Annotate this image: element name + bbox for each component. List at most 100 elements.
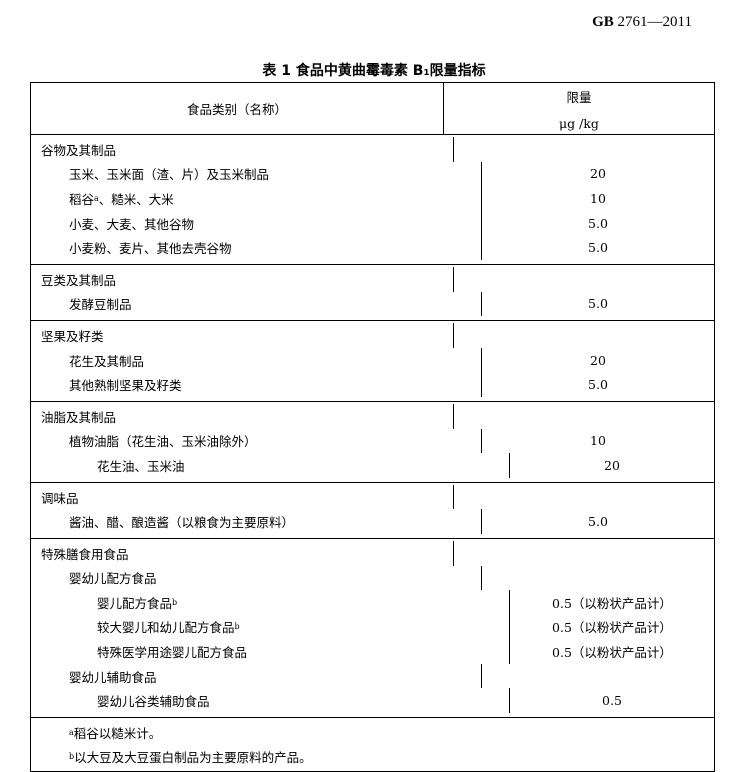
limit-value: 5.0 — [588, 377, 608, 393]
limit-value: 0.5 — [602, 693, 622, 709]
table-row: 婴幼儿配方食品 — [31, 565, 714, 591]
category-name: 植物油脂（花生油、玉米油除外） — [69, 434, 257, 450]
category-name: 特殊膳食用食品 — [41, 546, 129, 562]
table-row: 小麦、大麦、其他谷物 5.0 — [31, 210, 714, 236]
limit-value — [454, 404, 714, 429]
limit-value — [454, 541, 714, 566]
table-group: 谷物及其制品玉米、玉米面（渣、片）及玉米制品 20 稻谷 a 、糙米、大米 10 小麦、大麦… — [31, 135, 714, 265]
limits-table: 食品类别（名称） 限量 μg /kg 谷物及其制品玉米、玉米面（渣、片）及玉米制… — [30, 82, 715, 772]
limit-value: 20 — [604, 457, 620, 473]
footnotes: a 稻谷以糙米计。 b 以大豆及大豆蛋白制品为主要原料的产品。 — [31, 718, 714, 771]
table-row: 植物油脂（花生油、玉米油除外） 10 — [31, 428, 714, 454]
category-name: 小麦、大麦、其他谷物 — [69, 216, 195, 232]
category-cell: 发酵豆制品 — [31, 291, 482, 317]
limit-value: 5.0 — [588, 240, 608, 256]
limit-value: 0.5（以粉状产品计） — [552, 645, 672, 661]
footnote: b 以大豆及大豆蛋白制品为主要原料的产品。 — [69, 745, 714, 770]
table-group: 油脂及其制品植物油脂（花生油、玉米油除外） 10 花生油、玉米油 20 — [31, 402, 714, 483]
footnote-mark: b — [234, 622, 240, 632]
table-row: 豆类及其制品 — [31, 266, 714, 292]
category-name: 坚果及籽类 — [41, 328, 104, 344]
table-row: 花生及其制品 20 — [31, 347, 714, 373]
limit-value: 5.0 — [588, 514, 608, 530]
category-name: 婴幼儿配方食品 — [69, 571, 157, 587]
table-row: 特殊医学用途婴儿配方食品 0.5（以粉状产品计） — [31, 639, 714, 664]
category-cell: 特殊医学用途婴儿配方食品 — [31, 639, 510, 664]
table-group: 豆类及其制品发酵豆制品 5.0 — [31, 265, 714, 322]
footnote-mark: b — [172, 597, 178, 607]
table-group: 调味品酱油、醋、酿造酱（以粮食为主要原料） 5.0 — [31, 483, 714, 539]
limit-value: 20 — [590, 166, 606, 182]
category-cell: 稻谷 a 、糙米、大米 — [31, 186, 482, 211]
table-row: 较大婴儿和幼儿配方食品 b 0.5（以粉状产品计） — [31, 614, 714, 640]
limit-value — [454, 137, 714, 162]
table-row: 花生油、玉米油 20 — [31, 453, 714, 478]
category-cell: 其他熟制坚果及籽类 — [31, 372, 482, 397]
category-cell: 玉米、玉米面（渣、片）及玉米制品 — [31, 161, 482, 187]
table-row: 其他熟制坚果及籽类 5.0 — [31, 372, 714, 397]
table-row: 谷物及其制品 — [31, 137, 714, 162]
table-row: 酱油、醋、酿造酱（以粮食为主要原料） 5.0 — [31, 509, 714, 534]
category-cell: 豆类及其制品 — [31, 266, 454, 292]
table-header: 食品类别（名称） 限量 μg /kg — [31, 83, 714, 135]
limit-value — [482, 566, 714, 591]
category-cell: 婴幼儿配方食品 — [31, 565, 482, 591]
category-cell: 油脂及其制品 — [31, 403, 454, 429]
limit-value: 20 — [590, 352, 606, 368]
category-name: 小麦粉、麦片、其他去壳谷物 — [69, 241, 232, 257]
limit-value: 10 — [590, 433, 606, 449]
limit-value — [454, 323, 714, 348]
category-cell: 婴儿配方食品 b — [31, 590, 510, 615]
category-name: 婴幼儿辅助食品 — [69, 669, 157, 685]
category-cell: 花生及其制品 — [31, 347, 482, 373]
limit-value: 5.0 — [588, 215, 608, 231]
category-name: 酱油、醋、酿造酱（以粮食为主要原料） — [69, 515, 295, 531]
category-name-cont: 、糙米、大米 — [98, 191, 174, 207]
table-row: 玉米、玉米面（渣、片）及玉米制品 20 — [31, 161, 714, 187]
footnote-mark: a — [94, 193, 99, 203]
category-cell: 较大婴儿和幼儿配方食品 b — [31, 614, 510, 640]
table-row: 婴幼儿辅助食品 — [31, 663, 714, 689]
table-row: 坚果及籽类 — [31, 323, 714, 348]
limit-value: 0.5（以粉状产品计） — [552, 620, 672, 636]
category-cell: 小麦、大麦、其他谷物 — [31, 210, 482, 236]
category-name: 谷物及其制品 — [41, 142, 117, 158]
header-limit: 限量 μg /kg — [444, 83, 714, 134]
table-row: 婴幼儿谷类辅助食品 0.5 — [31, 688, 714, 714]
header-category: 食品类别（名称） — [31, 83, 444, 134]
limit-value — [454, 485, 714, 510]
category-cell: 植物油脂（花生油、玉米油除外） — [31, 428, 482, 454]
table-row: 发酵豆制品 5.0 — [31, 291, 714, 317]
table-row: 小麦粉、麦片、其他去壳谷物 5.0 — [31, 235, 714, 260]
category-name: 较大婴儿和幼儿配方食品 — [97, 620, 235, 636]
category-name: 油脂及其制品 — [41, 409, 117, 425]
category-cell: 酱油、醋、酿造酱（以粮食为主要原料） — [31, 509, 482, 534]
standard-code: GB — [592, 14, 614, 30]
limit-value — [482, 664, 714, 689]
category-cell: 花生油、玉米油 — [31, 453, 510, 478]
category-cell: 小麦粉、麦片、其他去壳谷物 — [31, 235, 482, 260]
category-name: 豆类及其制品 — [41, 272, 117, 288]
limit-value — [454, 267, 714, 292]
footnote: a 稻谷以糙米计。 — [69, 720, 714, 745]
table-row: 调味品 — [31, 484, 714, 510]
footnote-text: 以大豆及大豆蛋白制品为主要原料的产品。 — [74, 750, 312, 766]
category-cell: 谷物及其制品 — [31, 137, 454, 162]
footnote-mark: a — [69, 727, 74, 737]
category-cell: 调味品 — [31, 484, 454, 510]
category-name: 婴儿配方食品 — [97, 595, 173, 611]
table-group: 特殊膳食用食品 婴幼儿配方食品 婴儿配方食品 b 0.5（以粉状产品计） 较大婴儿和幼儿配… — [31, 539, 714, 719]
category-name: 花生油、玉米油 — [97, 458, 185, 474]
category-cell: 婴幼儿辅助食品 — [31, 663, 482, 689]
limit-value: 10 — [590, 190, 606, 206]
category-name: 特殊医学用途婴儿配方食品 — [97, 645, 248, 661]
category-name: 稻谷 — [69, 191, 95, 207]
category-name: 婴幼儿谷类辅助食品 — [97, 694, 210, 710]
category-cell: 婴幼儿谷类辅助食品 — [31, 688, 510, 714]
table-row: 婴儿配方食品 b 0.5（以粉状产品计） — [31, 590, 714, 615]
table-row: 特殊膳食用食品 — [31, 540, 714, 566]
category-name: 其他熟制坚果及籽类 — [69, 378, 182, 394]
category-name: 花生及其制品 — [69, 353, 145, 369]
table-row: 油脂及其制品 — [31, 403, 714, 429]
standard-num: 2761—2011 — [617, 14, 692, 30]
